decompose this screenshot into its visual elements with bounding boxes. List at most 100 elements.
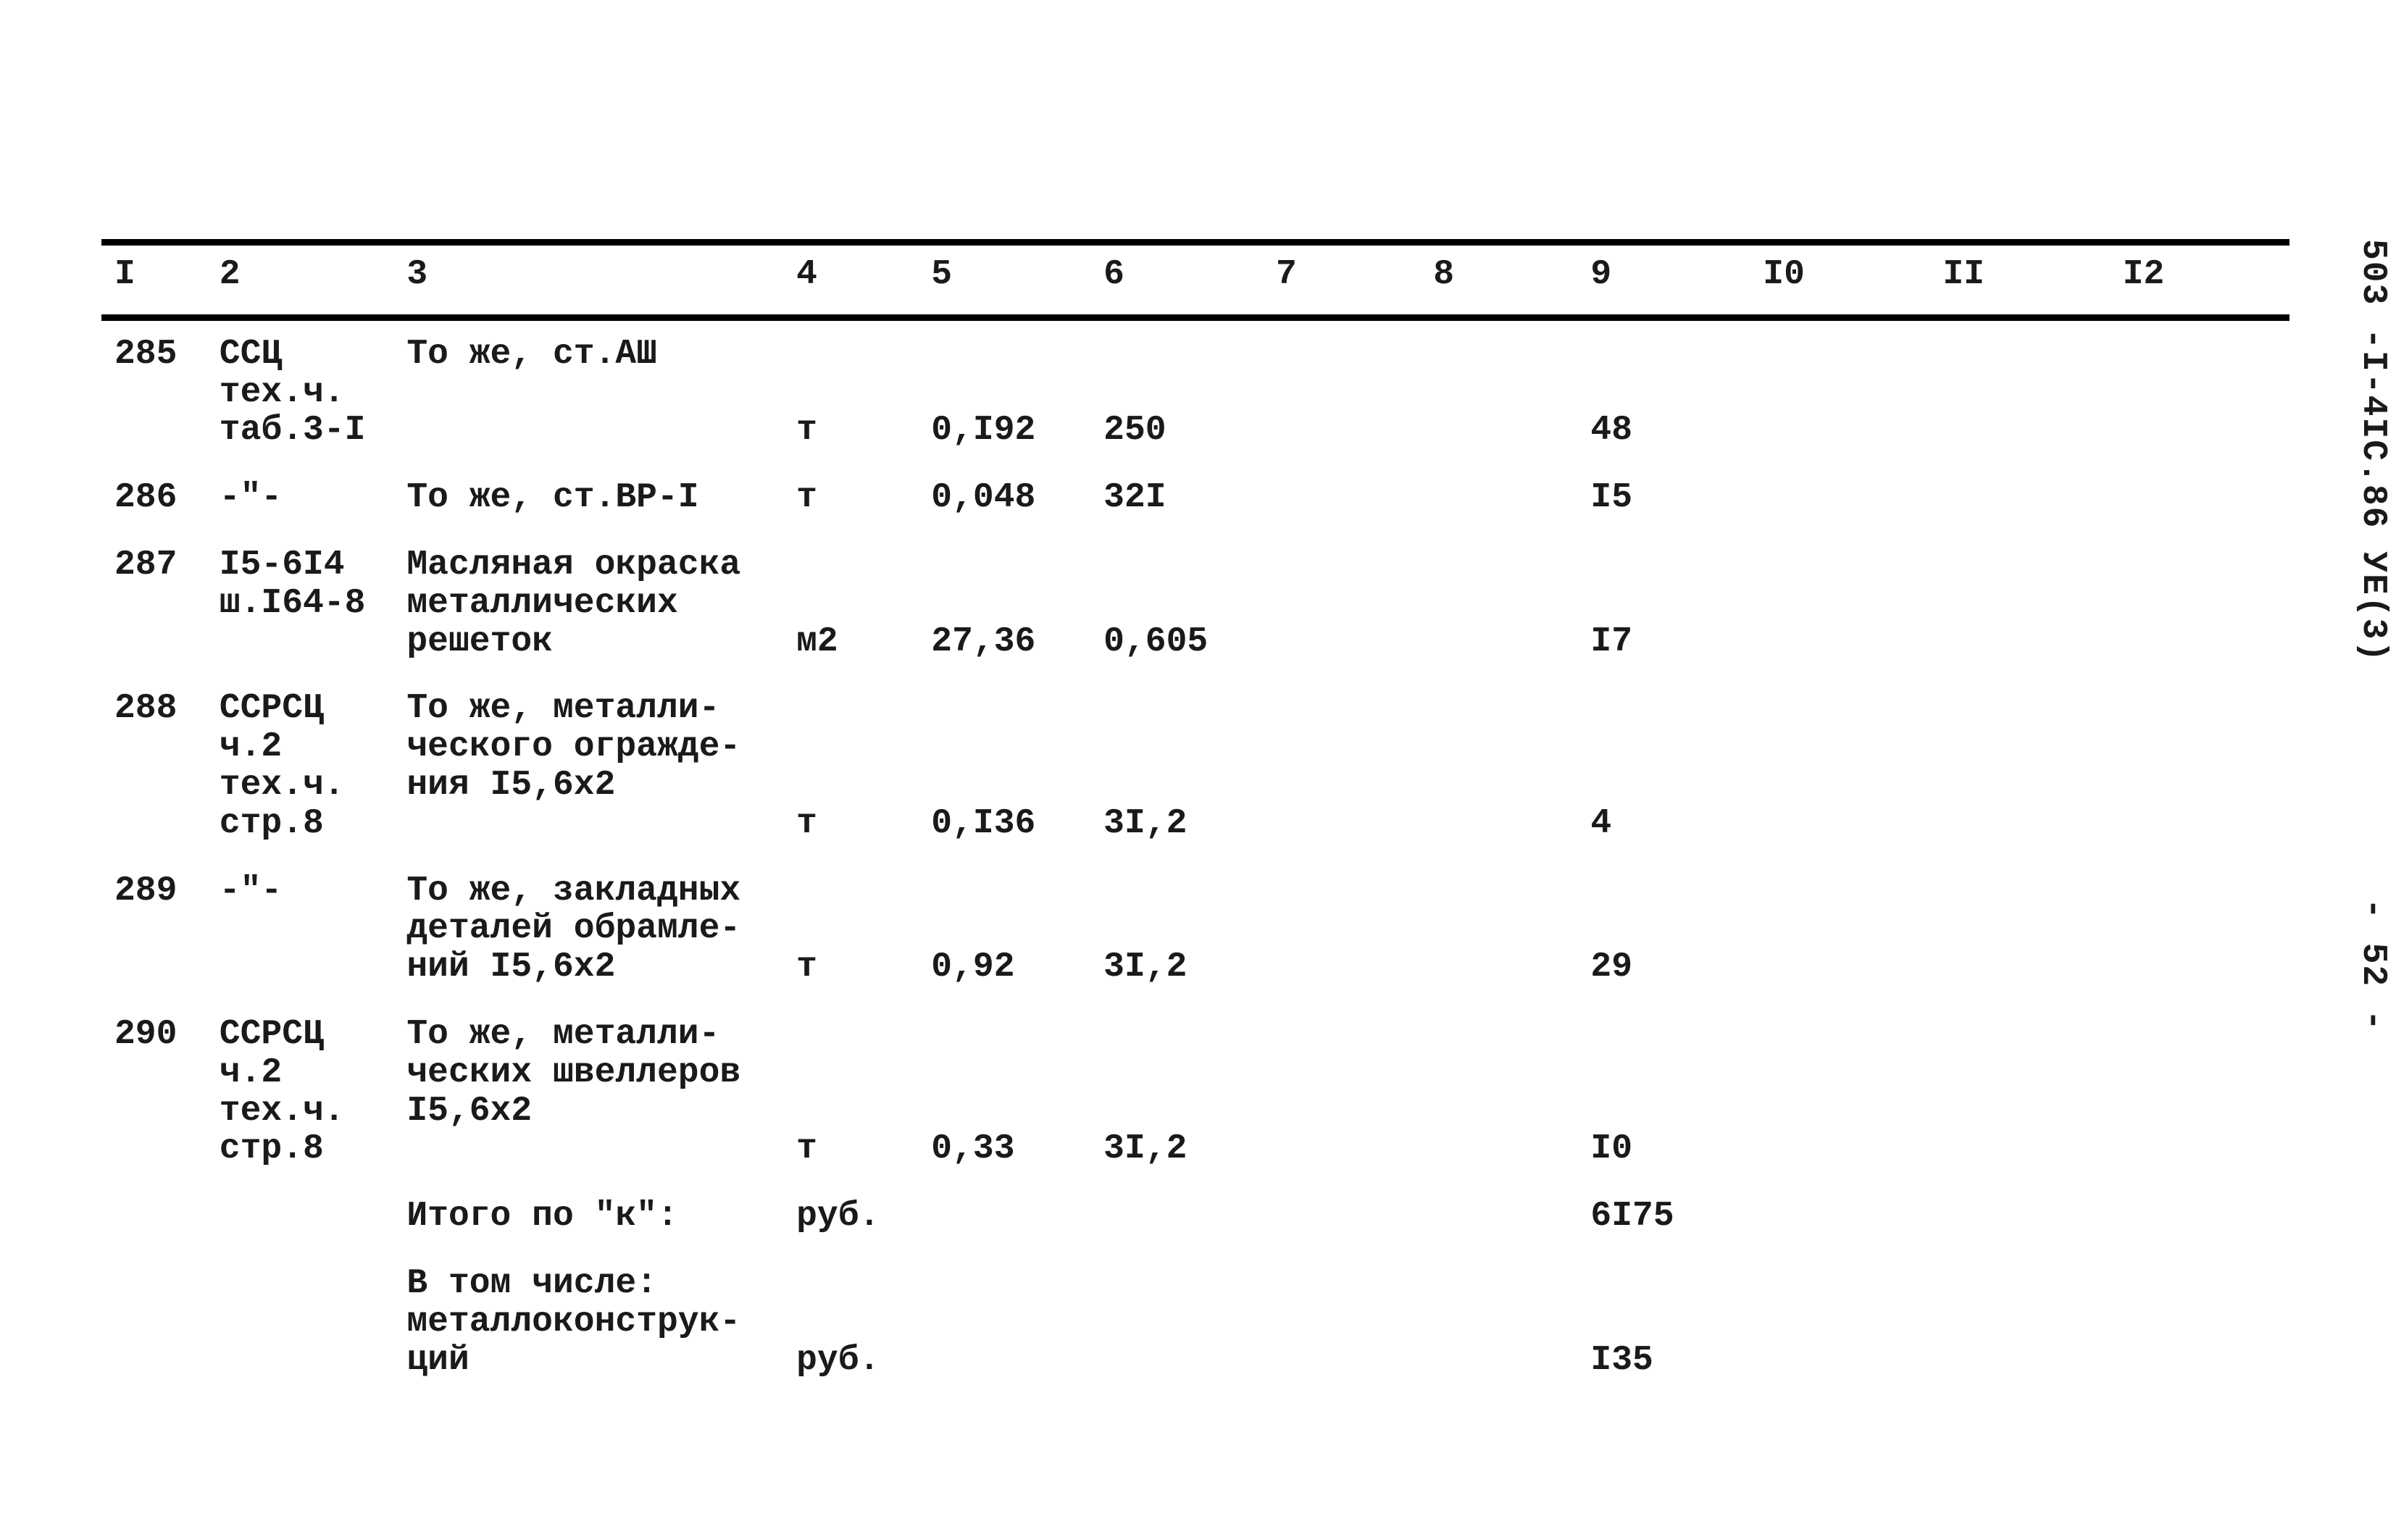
cell bbox=[2110, 464, 2289, 532]
cell: 3I,2 bbox=[1090, 1001, 1263, 1183]
table-body: 285ССЦ тех.ч. таб.3-IТо же, ст.АШт0,I922… bbox=[101, 317, 2289, 1394]
cell bbox=[2110, 675, 2289, 857]
cell: I35 bbox=[1577, 1250, 1750, 1394]
cell bbox=[2110, 1250, 2289, 1394]
cell: м2 bbox=[783, 532, 918, 675]
col-header: II bbox=[1930, 243, 2110, 318]
cell bbox=[1930, 1183, 2110, 1250]
col-header: 4 bbox=[783, 243, 918, 318]
cell bbox=[1750, 858, 1929, 1001]
cell: I5-6I4 ш.I64-8 bbox=[206, 532, 394, 675]
cell: 0,33 bbox=[918, 1001, 1090, 1183]
col-header: I0 bbox=[1750, 243, 1929, 318]
col-header: 5 bbox=[918, 243, 1090, 318]
cell: 32I bbox=[1090, 464, 1263, 532]
table-row: 289-"-То же, закладных деталей обрамле- … bbox=[101, 858, 2289, 1001]
cell bbox=[1263, 1183, 1420, 1250]
cell bbox=[1263, 464, 1420, 532]
cell: ССРСЦ ч.2 тех.ч. стр.8 bbox=[206, 1001, 394, 1183]
cell bbox=[1750, 1183, 1929, 1250]
cell bbox=[1420, 532, 1577, 675]
cell: Итого по "к": bbox=[393, 1183, 783, 1250]
cell: 250 bbox=[1090, 317, 1263, 464]
cell: То же, металли- ческих швеллеров I5,6х2 bbox=[393, 1001, 783, 1183]
table-row: 288ССРСЦ ч.2 тех.ч. стр.8То же, металли-… bbox=[101, 675, 2289, 857]
cell: 3I,2 bbox=[1090, 675, 1263, 857]
col-header: I bbox=[101, 243, 206, 318]
cell: I7 bbox=[1577, 532, 1750, 675]
cell bbox=[1263, 858, 1420, 1001]
cell bbox=[101, 1250, 206, 1394]
cell bbox=[1930, 1001, 2110, 1183]
table-header: I 2 3 4 5 6 7 8 9 I0 II I2 bbox=[101, 243, 2289, 318]
cell: руб. bbox=[783, 1250, 918, 1394]
cell bbox=[2110, 317, 2289, 464]
cell: т bbox=[783, 317, 918, 464]
cell: 286 bbox=[101, 464, 206, 532]
table-row: 287I5-6I4 ш.I64-8Масляная окраска металл… bbox=[101, 532, 2289, 675]
cell bbox=[1930, 858, 2110, 1001]
cell: 0,605 bbox=[1090, 532, 1263, 675]
cell bbox=[2110, 1001, 2289, 1183]
cell: То же, ст.АШ bbox=[393, 317, 783, 464]
cell: 287 bbox=[101, 532, 206, 675]
cell: 27,36 bbox=[918, 532, 1090, 675]
cell: -"- bbox=[206, 858, 394, 1001]
cell: 4 bbox=[1577, 675, 1750, 857]
cell bbox=[1420, 1001, 1577, 1183]
cell: -"- bbox=[206, 464, 394, 532]
cell: 29 bbox=[1577, 858, 1750, 1001]
table-row: Итого по "к":руб. 6I75 bbox=[101, 1183, 2289, 1250]
cell bbox=[1420, 1183, 1577, 1250]
cell bbox=[1750, 1001, 1929, 1183]
cell bbox=[1420, 1250, 1577, 1394]
cell: руб. bbox=[783, 1183, 918, 1250]
cell: 289 bbox=[101, 858, 206, 1001]
col-header: I2 bbox=[2110, 243, 2289, 318]
cell bbox=[1750, 464, 1929, 532]
col-header: 6 bbox=[1090, 243, 1263, 318]
table-row: 290ССРСЦ ч.2 тех.ч. стр.8То же, металли-… bbox=[101, 1001, 2289, 1183]
data-table: I 2 3 4 5 6 7 8 9 I0 II I2 285ССЦ тех.ч.… bbox=[101, 239, 2289, 1394]
cell bbox=[1090, 1250, 1263, 1394]
cell: 0,048 bbox=[918, 464, 1090, 532]
cell bbox=[1750, 675, 1929, 857]
cell: 0,I36 bbox=[918, 675, 1090, 857]
cell bbox=[1420, 317, 1577, 464]
cell: 290 bbox=[101, 1001, 206, 1183]
cell bbox=[2110, 532, 2289, 675]
cell: 48 bbox=[1577, 317, 1750, 464]
cell: I5 bbox=[1577, 464, 1750, 532]
cell bbox=[1930, 1250, 2110, 1394]
page: 503 -I-4IC.86 УЕ(3) - 52 - I 2 3 4 5 6 7… bbox=[0, 0, 2396, 1540]
cell bbox=[1930, 532, 2110, 675]
cell bbox=[1420, 464, 1577, 532]
cell bbox=[1263, 1250, 1420, 1394]
cell: 285 bbox=[101, 317, 206, 464]
cell bbox=[1263, 675, 1420, 857]
cell bbox=[1930, 317, 2110, 464]
cell: 6I75 bbox=[1577, 1183, 1750, 1250]
cell: ССЦ тех.ч. таб.3-I bbox=[206, 317, 394, 464]
cell bbox=[1090, 1183, 1263, 1250]
col-header: 8 bbox=[1420, 243, 1577, 318]
cell bbox=[101, 1183, 206, 1250]
cell bbox=[1263, 1001, 1420, 1183]
cell: В том числе: металлоконструк- ций bbox=[393, 1250, 783, 1394]
cell: т bbox=[783, 858, 918, 1001]
cell bbox=[1263, 317, 1420, 464]
cell: ССРСЦ ч.2 тех.ч. стр.8 bbox=[206, 675, 394, 857]
col-header: 3 bbox=[393, 243, 783, 318]
cell bbox=[918, 1183, 1090, 1250]
cell bbox=[206, 1183, 394, 1250]
cell bbox=[1420, 675, 1577, 857]
cell bbox=[1420, 858, 1577, 1001]
cell: т bbox=[783, 675, 918, 857]
cell bbox=[1263, 532, 1420, 675]
cell: 0,92 bbox=[918, 858, 1090, 1001]
cell bbox=[1930, 464, 2110, 532]
side-label-page: - 52 - bbox=[2355, 898, 2390, 1032]
cell: 0,I92 bbox=[918, 317, 1090, 464]
cell bbox=[2110, 858, 2289, 1001]
cell: 3I,2 bbox=[1090, 858, 1263, 1001]
